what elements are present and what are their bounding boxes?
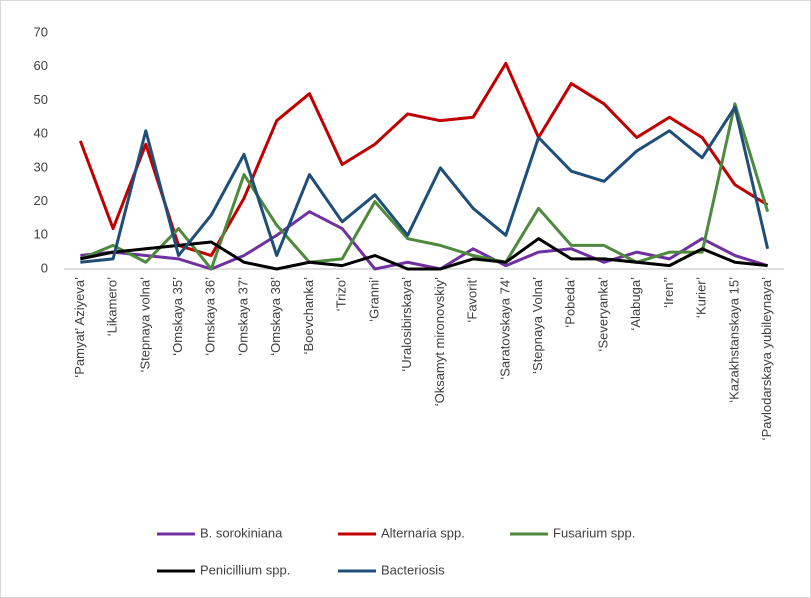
series-line (80, 237, 768, 271)
x-tick-label: ‘Likamero’ (105, 277, 120, 336)
x-tick-label: ‘Trizo’ (334, 277, 349, 311)
x-tick-label: ‘Pavlodarskaya yubileynaya’ (759, 277, 774, 440)
x-tick-label: ‘Pamyat’ Aziyeva’ (72, 277, 87, 378)
legend-label: Alternaria spp. (381, 525, 465, 540)
x-tick-label: ‘Stepnaya Volna’ (530, 277, 545, 374)
x-tick-label: ‘Iren’’ (661, 277, 676, 308)
series-line (79, 102, 770, 271)
legend-label: B. sorokiniana (200, 525, 283, 540)
x-tick-label: ‘Favorit’ (465, 277, 480, 323)
y-tick-label: 70 (34, 24, 48, 39)
legend-label: Penicillium spp. (200, 562, 290, 577)
y-tick-label: 10 (34, 227, 48, 242)
series-line (80, 105, 770, 264)
x-tick-label: ‘Oksamyt mironovskiy’ (432, 277, 447, 406)
legend-label: Fusarium spp. (553, 525, 635, 540)
legend-label: Bacteriosis (381, 562, 445, 577)
y-tick-label: 30 (34, 159, 48, 174)
x-tick-label: ‘Boevchanka’ (301, 277, 316, 354)
x-tick-label: ‘Uralosibirskaya’ (399, 277, 414, 372)
series-line (80, 210, 769, 271)
y-tick-label: 50 (34, 92, 48, 107)
x-tick-label: ‘Kazakhstanskaya 15’ (726, 277, 741, 403)
y-tick-label: 40 (34, 126, 48, 141)
x-tick-label: ‘Severyanka’ (595, 277, 610, 352)
x-tick-label: ‘Omskaya 36’ (203, 277, 218, 356)
x-tick-label: ‘Kurier’ (694, 277, 709, 318)
y-tick-label: 60 (34, 58, 48, 73)
x-tick-label: ‘Alabuga’ (628, 277, 643, 331)
x-tick-label: ‘Omskaya 38’ (268, 277, 283, 356)
x-tick-label: ‘Omskaya 35’ (170, 277, 185, 356)
x-tick-label: ‘Omskaya 37’ (235, 277, 250, 356)
x-tick-label: ‘Stepnaya volna’ (137, 277, 152, 373)
y-tick-label: 0 (41, 260, 48, 275)
x-tick-label: ‘Saratovskaya 74’ (497, 277, 512, 380)
x-tick-label: ‘Granni’ (366, 277, 381, 322)
y-tick-label: 20 (34, 193, 48, 208)
x-tick-label: ‘Pobeda’ (563, 277, 578, 328)
